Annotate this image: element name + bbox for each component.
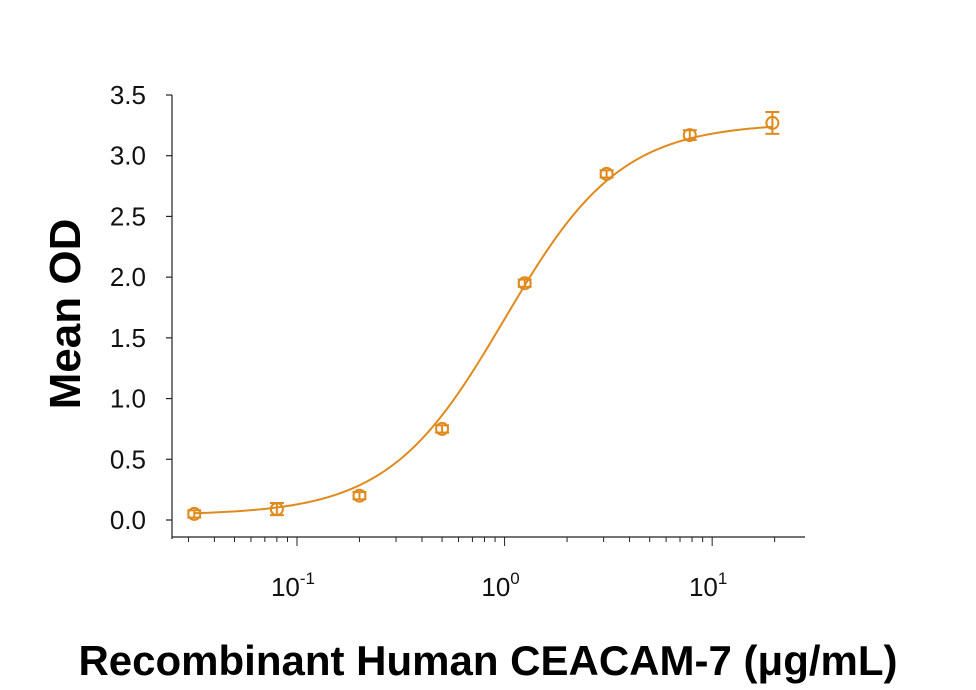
data-point [517, 276, 532, 291]
y-tick-label: 1.0 [110, 384, 146, 414]
x-axis-title: Recombinant Human CEACAM-7 (μg/mL) [78, 637, 897, 684]
data-point [269, 502, 284, 517]
y-tick-label: 0.0 [110, 505, 146, 535]
axes [171, 95, 805, 539]
point-marker [599, 166, 614, 181]
x-tick-label: 100 [481, 569, 519, 602]
point-marker [269, 502, 284, 517]
data-point [599, 166, 614, 181]
y-tick-label: 3.5 [110, 80, 146, 110]
y-tick-label: 3.0 [110, 141, 146, 171]
data-point [187, 506, 202, 521]
point-marker [517, 276, 532, 291]
x-axis-ticks: 10-1 100 101 [187, 537, 776, 602]
fit-curve [194, 125, 773, 515]
y-axis-title: Mean OD [41, 219, 90, 410]
data-point [682, 128, 697, 143]
point-marker [682, 128, 697, 143]
data-point [435, 421, 450, 436]
point-marker [187, 506, 202, 521]
point-marker [765, 115, 780, 130]
y-tick-label: 2.5 [110, 201, 146, 231]
y-tick-label: 2.0 [110, 262, 146, 292]
y-tick-label: 1.5 [110, 323, 146, 353]
x-tick-label: 101 [689, 569, 727, 602]
point-marker [352, 488, 367, 503]
x-tick-label: 10-1 [271, 569, 315, 602]
y-tick-label: 0.5 [110, 444, 146, 474]
data-point [765, 111, 780, 135]
point-marker [435, 421, 450, 436]
data-point [352, 488, 367, 503]
y-axis-ticks: 0.0 0.5 1.0 1.5 2.0 2.5 3.0 3.5 [110, 80, 172, 535]
data-points [187, 111, 780, 521]
